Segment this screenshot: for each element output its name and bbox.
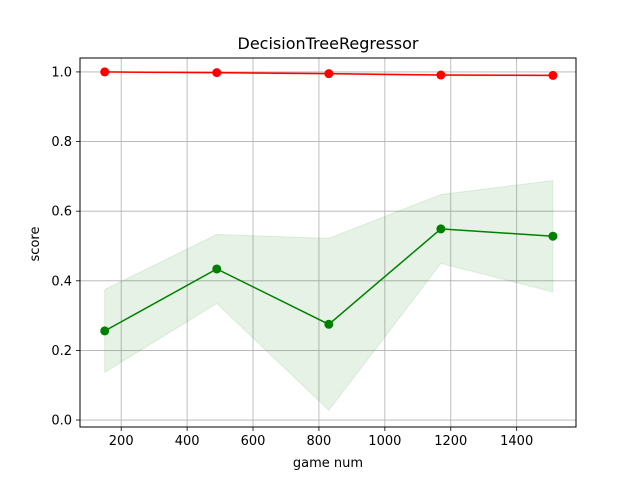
series-0-point (212, 68, 222, 78)
x-tick-label: 1400 (500, 434, 533, 449)
x-axis-ticks: 200 400 600 800 1000 1200 1400 (109, 427, 533, 449)
x-tick-label: 1200 (434, 434, 467, 449)
plot-frame (79, 57, 577, 428)
series-0-point (436, 70, 446, 80)
series-0-point (548, 70, 558, 80)
y-tick-label: 0.2 (51, 344, 72, 359)
x-tick-label: 200 (109, 434, 134, 449)
series-1-band (104, 179, 554, 412)
y-axis-ticks: 0.0 0.2 0.4 0.6 0.8 1.0 (51, 65, 80, 429)
x-tick-label: 600 (241, 434, 266, 449)
series-1-point (324, 319, 334, 329)
series-1-point (100, 326, 110, 336)
x-tick-label: 400 (175, 434, 200, 449)
y-tick-label: 0.4 (51, 274, 72, 289)
x-tick-label: 800 (307, 434, 332, 449)
y-tick-label: 0.0 (51, 414, 72, 429)
y-tick-label: 0.8 (51, 135, 72, 150)
series-0-point (100, 67, 110, 77)
series-0-point (324, 69, 334, 79)
y-axis-label: score (28, 227, 43, 262)
y-tick-label: 1.0 (51, 65, 72, 80)
series-1-point (212, 264, 222, 274)
chart-title: DecisionTreeRegressor (238, 34, 419, 53)
x-axis-label: game num (293, 456, 363, 471)
y-tick-label: 0.6 (51, 205, 72, 220)
series-1-point (436, 224, 446, 234)
series-1-point (548, 231, 558, 241)
x-tick-label: 1000 (368, 434, 401, 449)
bands (104, 71, 554, 412)
markers (100, 67, 558, 336)
